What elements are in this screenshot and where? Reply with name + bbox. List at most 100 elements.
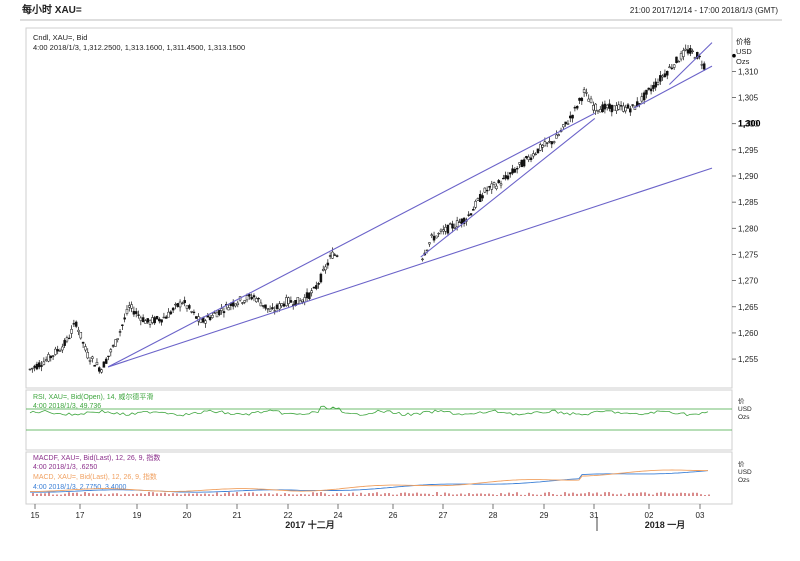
macd-histogram-bar — [664, 492, 666, 496]
macd-histogram-bar — [404, 492, 406, 496]
price-panel: Cndl, XAU=, Bid 4:00 2018/1/3, 1,312.250… — [28, 33, 761, 374]
candle-body — [236, 302, 240, 305]
candle-body — [185, 305, 189, 309]
macd-histogram-bar — [388, 493, 390, 496]
candle-body — [608, 103, 611, 109]
macd-histogram-bar — [672, 493, 674, 496]
candle-body — [194, 316, 198, 319]
y-tick-label: 1,310 — [738, 67, 759, 76]
macd-value: 4:00 2018/1/3, .6250 — [33, 464, 97, 471]
candle-body — [435, 235, 438, 239]
candle-body — [603, 103, 607, 110]
macd-histogram-bar — [512, 493, 514, 496]
macd-histogram-bar — [628, 492, 630, 496]
candle-body — [481, 195, 484, 199]
macd-histogram-bar — [180, 494, 182, 496]
candle-body — [42, 361, 46, 365]
chart-header-range: 21:00 2017/12/14 - 17:00 2018/1/3 (GMT) — [630, 6, 778, 15]
candle-body — [437, 232, 440, 235]
macd-histogram-bar — [704, 494, 706, 496]
macd-histogram-bar — [496, 494, 498, 496]
candle-body — [599, 109, 602, 113]
price-panel-ohlc: 4:00 2018/1/3, 1,312.2500, 1,313.1600, 1… — [33, 43, 245, 52]
candle-body — [312, 287, 316, 289]
macd-histogram-bar — [688, 493, 690, 496]
macd-histogram-bar — [504, 494, 506, 496]
candle-body — [121, 324, 124, 326]
candle-body — [483, 187, 487, 193]
candle-body — [485, 189, 489, 192]
candle-body — [255, 298, 258, 303]
macd-histogram-bar — [224, 493, 226, 496]
candle-body — [541, 144, 544, 148]
macd-histogram-bar — [36, 493, 38, 496]
candle-body — [446, 224, 450, 234]
candle-body — [478, 194, 482, 202]
x-tick-label: 27 — [439, 511, 448, 520]
candle-body — [647, 87, 651, 90]
candle-body — [659, 75, 662, 82]
candle-body — [148, 320, 152, 325]
candle-body — [261, 305, 265, 307]
candle-body — [677, 61, 681, 63]
macd-panel: MACDF, XAU=, Bid(Last), 12, 26, 9, 指数 4:… — [29, 453, 752, 496]
macd-histogram-bar — [364, 494, 366, 496]
macd-histogram-bar — [128, 494, 130, 496]
candle-body — [266, 308, 270, 310]
macd-histogram-bar — [576, 493, 578, 496]
candle-body — [460, 218, 464, 224]
macd-histogram-bar — [344, 494, 346, 496]
candle-body — [268, 308, 272, 312]
candle-body — [444, 227, 447, 232]
macd-histogram-bar — [432, 494, 434, 496]
candle-body — [289, 300, 293, 303]
macd-unit-2: USD — [738, 469, 752, 476]
candle-body — [488, 186, 491, 188]
macd-histogram-bar — [580, 493, 582, 496]
macd-histogram-bar — [428, 493, 430, 496]
candle-body — [58, 350, 62, 352]
candle-body — [153, 317, 156, 324]
candle-body — [455, 220, 459, 228]
macd-histogram-bar — [612, 493, 614, 496]
candle-body — [458, 221, 461, 223]
macd-histogram-bar — [392, 494, 394, 496]
candle-body — [155, 316, 159, 320]
candle-body — [296, 297, 300, 304]
candle-body — [68, 337, 71, 340]
candle-body — [167, 311, 170, 318]
candle-body — [536, 148, 540, 154]
candle-body — [104, 358, 108, 364]
candle-body — [176, 303, 180, 307]
macd-histogram-bar — [172, 493, 174, 496]
candle-body — [37, 362, 41, 368]
macd-histogram-bar — [112, 493, 114, 496]
macd-histogram-bar — [376, 492, 378, 496]
candle-body — [245, 295, 249, 301]
macd-histogram-bar — [472, 494, 474, 496]
macd-histogram-bar — [480, 493, 482, 496]
macd-histogram-bar — [156, 493, 158, 496]
macd-histogram-bar — [520, 494, 522, 496]
price-panel-title: Cndl, XAU=, Bid — [33, 33, 87, 42]
macd-histogram-bar — [280, 494, 282, 496]
macd-histogram-bar — [264, 493, 266, 496]
candle-body — [545, 142, 549, 144]
trendline — [668, 42, 713, 85]
candle-body — [139, 317, 143, 321]
trendline — [420, 118, 596, 258]
macd-histogram-bar — [244, 492, 246, 496]
candle-body — [442, 229, 445, 232]
candle-body — [522, 159, 526, 167]
macd-histogram-bar — [216, 492, 218, 496]
macd-histogram-bar — [560, 494, 562, 496]
rsi-unit-3: Ozs — [738, 414, 750, 421]
candle-body — [474, 201, 477, 208]
macd-histogram-bar — [412, 493, 414, 496]
macd-histogram-bar — [56, 494, 58, 496]
candle-body — [619, 105, 623, 107]
candle-body — [287, 297, 290, 304]
candle-body — [98, 367, 101, 372]
candle-body — [564, 121, 567, 125]
trendline — [107, 167, 713, 368]
